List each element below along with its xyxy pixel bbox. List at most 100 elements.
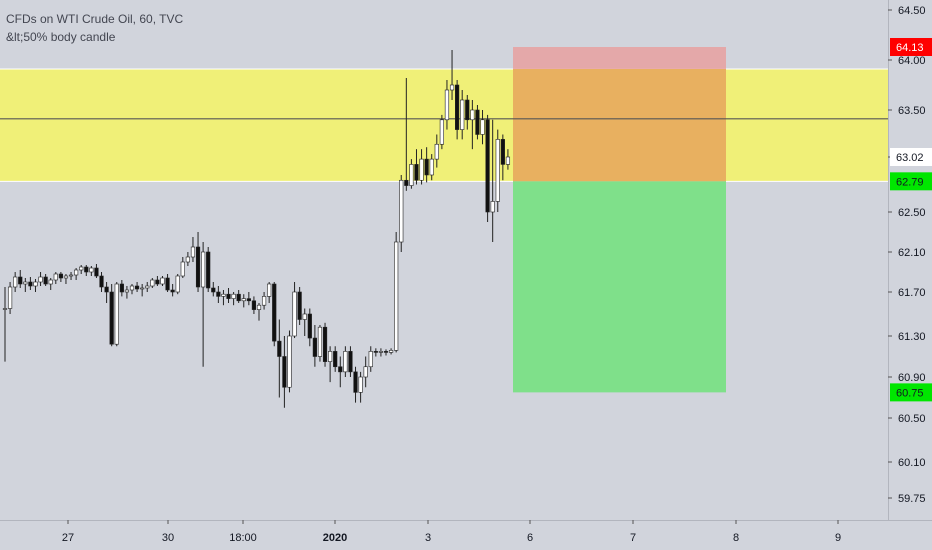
candle-body[interactable] — [134, 285, 140, 290]
candle-body[interactable] — [363, 366, 368, 378]
candle-body[interactable] — [221, 293, 226, 297]
candle-body[interactable] — [216, 291, 221, 297]
candle-body[interactable] — [373, 351, 378, 353]
candle-body[interactable] — [480, 119, 485, 135]
candle-body[interactable] — [175, 275, 180, 293]
candle-body[interactable] — [404, 179, 409, 186]
candle-body[interactable] — [211, 287, 216, 293]
candle-body[interactable] — [429, 158, 434, 176]
candle-body[interactable] — [63, 275, 69, 279]
candle-body[interactable] — [256, 304, 262, 310]
candle-body[interactable] — [246, 298, 251, 302]
candle-body[interactable] — [434, 143, 439, 160]
candle-body[interactable] — [18, 276, 23, 285]
candle-body[interactable] — [160, 277, 165, 285]
candle-body[interactable] — [53, 273, 58, 281]
candle-body[interactable] — [424, 158, 429, 176]
candle-body[interactable] — [74, 269, 79, 276]
candle-body[interactable] — [104, 286, 109, 293]
candle-body[interactable] — [272, 283, 277, 342]
candle-body[interactable] — [302, 313, 307, 320]
candle-body[interactable] — [388, 350, 394, 353]
candle-body[interactable] — [328, 351, 333, 362]
candle-body[interactable] — [84, 266, 89, 273]
candle-body[interactable] — [43, 276, 48, 285]
candle-body[interactable] — [79, 266, 84, 271]
candle-body[interactable] — [312, 337, 317, 357]
candle-body[interactable] — [343, 351, 348, 373]
candle-body[interactable] — [322, 326, 328, 362]
candle-body[interactable] — [277, 340, 282, 357]
candle-body[interactable] — [114, 283, 119, 345]
candle-body[interactable] — [38, 276, 43, 283]
candle-body[interactable] — [490, 201, 495, 213]
candle-body[interactable] — [353, 371, 358, 393]
candle-body[interactable] — [475, 109, 480, 135]
candle-body[interactable] — [124, 289, 130, 293]
candle-body[interactable] — [165, 277, 170, 291]
support-resistance-zone[interactable] — [0, 69, 888, 182]
candle-body[interactable] — [485, 119, 490, 213]
candle-body[interactable] — [145, 285, 150, 289]
candle-body[interactable] — [333, 351, 338, 368]
candle-body[interactable] — [455, 84, 460, 130]
candle-body[interactable] — [13, 276, 18, 288]
candle-body[interactable] — [236, 293, 241, 302]
candle-body[interactable] — [180, 261, 185, 277]
candle-body[interactable] — [399, 179, 404, 243]
candle-body[interactable] — [449, 84, 455, 91]
candle-body[interactable] — [2, 308, 8, 310]
candle-body[interactable] — [226, 293, 231, 299]
take-profit-zone[interactable] — [513, 181, 726, 393]
candle-body[interactable] — [409, 164, 414, 186]
candle-body[interactable] — [460, 99, 465, 130]
candle-body[interactable] — [129, 285, 135, 291]
candle-body[interactable] — [383, 351, 389, 353]
candle-body[interactable] — [251, 300, 257, 310]
candle-body[interactable] — [267, 283, 272, 297]
candle-body[interactable] — [444, 89, 450, 121]
candle-body[interactable] — [394, 241, 399, 351]
candle-body[interactable] — [140, 287, 145, 290]
candle-body[interactable] — [119, 283, 124, 293]
candle-body[interactable] — [282, 356, 287, 388]
candle-body[interactable] — [201, 251, 206, 288]
candle-body[interactable] — [241, 298, 246, 302]
candle-body[interactable] — [495, 139, 500, 202]
candle-body[interactable] — [358, 376, 363, 393]
candle-body[interactable] — [33, 281, 38, 287]
candle-body[interactable] — [287, 335, 292, 388]
candle-body[interactable] — [500, 139, 505, 165]
candle-body[interactable] — [109, 291, 114, 345]
candle-body[interactable] — [28, 281, 33, 287]
candle-body[interactable] — [261, 296, 267, 306]
candle-body[interactable] — [414, 164, 419, 181]
candle-body[interactable] — [378, 351, 384, 353]
candle-body[interactable] — [368, 351, 373, 368]
candle-body[interactable] — [99, 275, 104, 288]
candle-body[interactable] — [419, 158, 424, 181]
candle-body[interactable] — [89, 267, 94, 273]
candle-body[interactable] — [348, 351, 353, 373]
candle-body[interactable] — [23, 281, 28, 285]
candle-body[interactable] — [206, 251, 211, 289]
candle-body[interactable] — [307, 313, 312, 339]
candle-body[interactable] — [505, 156, 511, 165]
candle-body[interactable] — [48, 279, 53, 285]
candle-body[interactable] — [7, 286, 13, 309]
candle-body[interactable] — [297, 291, 302, 320]
candle-body[interactable] — [185, 256, 190, 263]
candle-body[interactable] — [465, 99, 470, 121]
candle-body[interactable] — [170, 289, 175, 293]
candle-body[interactable] — [292, 291, 297, 337]
candle-body[interactable] — [68, 274, 74, 277]
candle-body[interactable] — [439, 119, 444, 145]
candle-body[interactable] — [195, 246, 201, 288]
candle-body[interactable] — [231, 293, 236, 299]
candle-body[interactable] — [470, 109, 475, 121]
candle-body[interactable] — [155, 279, 160, 285]
candle-body[interactable] — [338, 366, 343, 373]
candle-body[interactable] — [150, 279, 155, 287]
